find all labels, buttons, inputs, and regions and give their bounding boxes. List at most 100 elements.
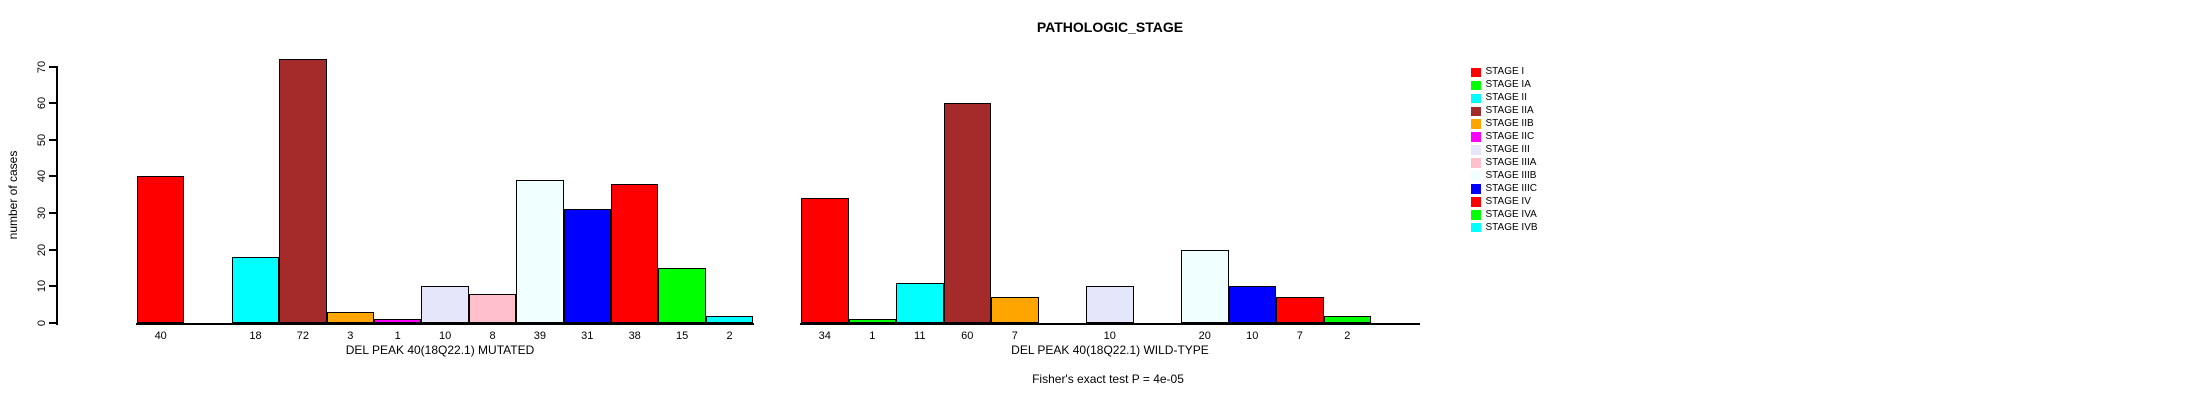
bar-stage-iiic xyxy=(563,209,611,323)
y-axis-tick-label: 70 xyxy=(36,60,48,73)
bar-stage-i xyxy=(137,176,185,323)
bar-stage-iia xyxy=(943,103,991,323)
legend-label: STAGE IIIA xyxy=(1485,157,1537,169)
legend-color-swatch xyxy=(1471,106,1481,117)
y-axis-tick xyxy=(49,248,56,251)
bar-value-label: 15 xyxy=(675,330,689,342)
bar-stage-ia xyxy=(848,319,896,323)
legend-color-swatch xyxy=(1471,222,1481,233)
legend-label: STAGE IA xyxy=(1485,79,1531,91)
legend-label: STAGE I xyxy=(1485,66,1525,78)
x-axis-title-mutated: DEL PEAK 40(18Q22.1) MUTATED xyxy=(345,343,535,357)
y-axis-tick xyxy=(49,102,56,105)
y-axis-tick-label: 30 xyxy=(36,206,48,220)
bar-stage-iii xyxy=(421,286,469,323)
legend-label: STAGE IIC xyxy=(1485,131,1535,143)
x-axis-line xyxy=(800,322,1420,325)
legend-item-stage-iic: STAGE IIC xyxy=(1471,131,1538,144)
legend-color-swatch xyxy=(1471,158,1481,168)
legend-item-stage-iiia: STAGE IIIA xyxy=(1471,157,1538,170)
bar-stage-iib xyxy=(991,297,1039,323)
legend-item-stage-iva: STAGE IVA xyxy=(1471,208,1538,221)
y-axis-tick-label: 10 xyxy=(36,280,48,293)
bar-stage-iiib xyxy=(1181,249,1229,323)
bar-stage-iii xyxy=(1086,286,1134,323)
legend: STAGE I STAGE IA STAGE II STAGE IIA STAGE II… xyxy=(1471,66,1538,234)
bar-value-label: 18 xyxy=(249,330,262,342)
y-axis-tick-label: 20 xyxy=(36,243,48,256)
y-axis-tick-label: 50 xyxy=(36,133,48,146)
bar-value-label: 20 xyxy=(1198,330,1211,342)
bar-stage-ivb xyxy=(705,315,754,323)
bar-value-label: 60 xyxy=(961,330,974,342)
bar-value-label: 10 xyxy=(1103,330,1116,342)
legend-color-swatch xyxy=(1471,119,1481,129)
legend-color-swatch xyxy=(1471,132,1481,142)
bar-value-label: 39 xyxy=(533,330,547,342)
legend-color-swatch xyxy=(1471,197,1481,207)
bar-value-label: 11 xyxy=(914,330,926,342)
legend-item-stage-ivb: STAGE IVB xyxy=(1471,221,1538,234)
bar-stage-iva xyxy=(1323,315,1371,323)
bar-value-label: 2 xyxy=(726,330,733,342)
bar-stage-ii xyxy=(231,257,280,323)
bar-stage-iva xyxy=(658,268,706,323)
legend-color-swatch xyxy=(1471,80,1481,91)
bar-value-label: 7 xyxy=(1296,330,1303,342)
y-axis-tick-label: 40 xyxy=(36,170,48,183)
legend-item-stage-ii: STAGE II xyxy=(1471,92,1538,105)
bar-stage-iiia xyxy=(468,293,517,323)
x-axis-title-wildtype: DEL PEAK 40(18Q22.1) WILD-TYPE xyxy=(1011,343,1209,357)
legend-color-swatch xyxy=(1471,210,1481,220)
legend-label: STAGE IVB xyxy=(1485,221,1538,233)
y-axis-tick xyxy=(49,175,56,178)
chart-title: PATHOLOGIC_STAGE xyxy=(1036,19,1184,35)
y-axis-line xyxy=(56,66,58,325)
bar-value-label: 2 xyxy=(1344,330,1351,342)
legend-item-stage-ia: STAGE IA xyxy=(1471,79,1538,92)
legend-label: STAGE IIA xyxy=(1485,105,1534,117)
legend-label: STAGE IVA xyxy=(1485,208,1537,220)
legend-color-swatch xyxy=(1471,145,1481,155)
bar-value-label: 10 xyxy=(438,330,452,342)
bar-stage-ii xyxy=(896,282,944,323)
bar-value-label: 3 xyxy=(347,330,354,342)
y-axis-tick-label: 0 xyxy=(36,319,48,327)
legend-label: STAGE III xyxy=(1485,144,1530,156)
x-axis-line xyxy=(136,322,755,325)
y-axis-title: number of cases xyxy=(6,150,20,240)
legend-label: STAGE IIB xyxy=(1485,118,1534,130)
bar-value-label: 1 xyxy=(869,330,876,342)
legend-color-swatch xyxy=(1471,93,1481,104)
bar-stage-iib xyxy=(326,312,374,323)
bar-value-label: 10 xyxy=(1246,330,1259,342)
legend-color-swatch xyxy=(1471,171,1481,181)
bar-stage-iv xyxy=(611,183,659,323)
y-axis-tick xyxy=(49,285,56,288)
bar-stage-iiic xyxy=(1228,286,1276,323)
y-axis-tick xyxy=(49,322,56,324)
legend-color-swatch xyxy=(1471,184,1481,194)
bar-value-label: 7 xyxy=(1011,330,1018,342)
legend-label: STAGE IIIC xyxy=(1485,182,1538,194)
bar-value-label: 40 xyxy=(154,330,167,342)
y-axis-tick xyxy=(49,212,56,215)
legend-item-stage-iia: STAGE IIA xyxy=(1471,105,1538,118)
legend-color-swatch xyxy=(1471,67,1481,78)
bar-value-label: 8 xyxy=(489,330,496,342)
bar-value-label: 72 xyxy=(296,330,310,342)
legend-label: STAGE IIIB xyxy=(1485,169,1537,181)
bar-value-label: 1 xyxy=(394,330,401,342)
bar-stage-iic xyxy=(374,319,422,323)
legend-item-stage-iiic: STAGE IIIC xyxy=(1471,182,1538,195)
bar-stage-iv xyxy=(1276,297,1324,323)
legend-item-stage-i: STAGE I xyxy=(1471,66,1538,79)
bar-value-label: 31 xyxy=(581,330,594,342)
legend-item-stage-iii: STAGE III xyxy=(1471,144,1538,157)
bar-stage-iiib xyxy=(516,180,564,323)
bar-stage-i xyxy=(801,198,849,323)
legend-label: STAGE IV xyxy=(1485,195,1531,207)
bar-value-label: 38 xyxy=(628,330,641,342)
legend-item-stage-iv: STAGE IV xyxy=(1471,195,1538,208)
